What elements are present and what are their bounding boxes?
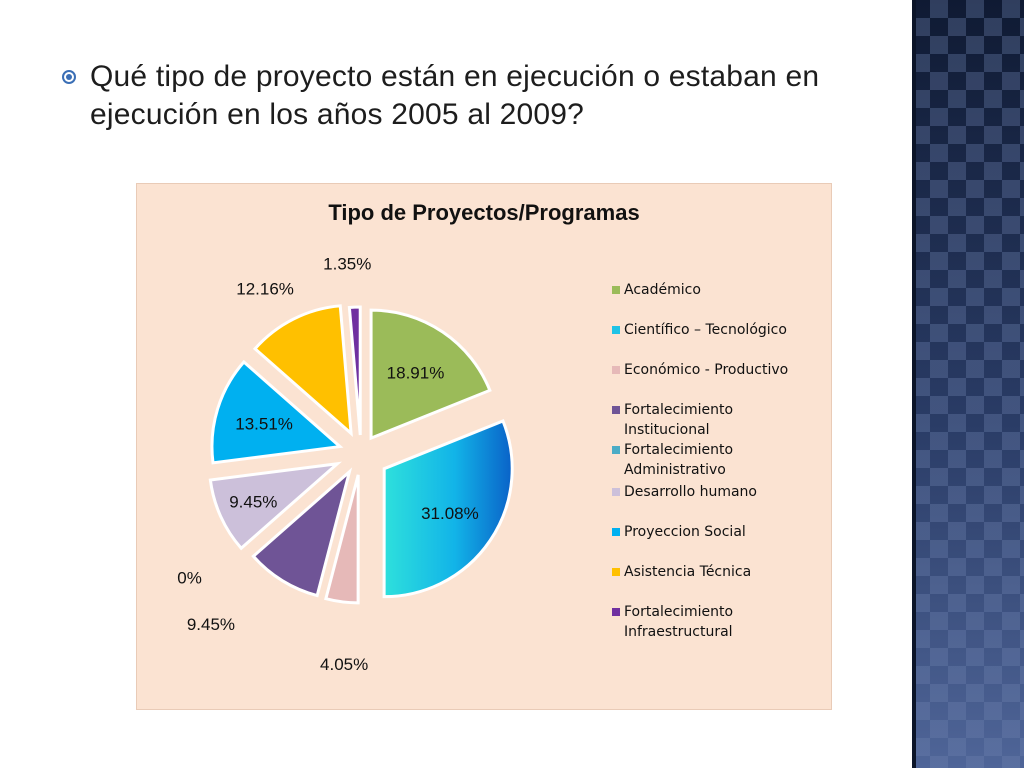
pie-data-label-8: 12.16% bbox=[236, 279, 294, 298]
legend-item-6: Desarrollo humano bbox=[612, 482, 814, 502]
pie-slice-8 bbox=[252, 304, 353, 437]
legend-label-1: Académico bbox=[624, 282, 701, 298]
legend-label-3: Económico - Productivo bbox=[624, 362, 789, 378]
pie-chart: 18.91% 31.08% 4.05% 9.45% 0% 9.45% 13.51% 12.16… bbox=[177, 254, 514, 674]
pie-slice-7 bbox=[210, 359, 344, 465]
legend-label-6: Desarrollo humano bbox=[624, 484, 757, 500]
pie-data-label-2: 31.08% bbox=[421, 504, 479, 523]
legend-label-7: Proyeccion Social bbox=[624, 524, 746, 540]
bullet-point: Qué tipo de proyecto están en ejecución … bbox=[62, 58, 842, 134]
pie-data-label-4: 9.45% bbox=[187, 615, 235, 634]
legend-swatch-5 bbox=[612, 446, 620, 454]
pie-slice-6 bbox=[208, 461, 342, 551]
pie-data-label-6: 9.45% bbox=[229, 493, 277, 512]
legend-swatch-4 bbox=[612, 406, 620, 414]
legend-swatch-9 bbox=[612, 608, 620, 616]
pie-slice-3 bbox=[324, 474, 360, 605]
legend-swatch-1 bbox=[612, 286, 620, 294]
pie-data-label-7: 13.51% bbox=[235, 414, 293, 433]
legend-swatch-3 bbox=[612, 366, 620, 374]
legend-label-4: Fortalecimiento Institucional bbox=[624, 402, 734, 438]
pie-data-label-9: 1.35% bbox=[323, 254, 371, 273]
pie-data-labels: 18.91% 31.08% 4.05% 9.45% 0% 9.45% 13.51% 12.16… bbox=[177, 254, 478, 674]
legend-item-3: Económico - Productivo bbox=[612, 360, 814, 380]
bullet-circle-icon bbox=[62, 70, 76, 84]
pie-slice-9 bbox=[347, 305, 362, 436]
pie-data-label-3: 4.05% bbox=[320, 655, 368, 674]
legend-item-8: Asistencia Técnica bbox=[612, 562, 814, 582]
legend-label-9: Fortalecimiento Infraestructural bbox=[624, 604, 734, 640]
decorative-side-panel bbox=[912, 0, 1024, 768]
legend-label-8: Asistencia Técnica bbox=[624, 564, 752, 580]
legend-swatch-6 bbox=[612, 488, 620, 496]
chart-title: Tipo de Proyectos/Programas bbox=[328, 200, 640, 225]
pie-slices bbox=[208, 304, 514, 605]
legend-item-4: Fortalecimiento Institucional bbox=[612, 400, 814, 440]
pie-data-label-1: 18.91% bbox=[387, 363, 445, 382]
legend-swatch-8 bbox=[612, 568, 620, 576]
pie-slice-2 bbox=[382, 418, 514, 599]
legend-label-5: Fortalecimiento Administrativo bbox=[624, 442, 734, 478]
pie-data-label-5: 0% bbox=[177, 568, 202, 587]
slide-question: Qué tipo de proyecto están en ejecución … bbox=[90, 60, 820, 131]
legend-item-5: Fortalecimiento Administrativo bbox=[612, 440, 814, 480]
legend-item-7: Proyeccion Social bbox=[612, 522, 814, 542]
legend-label-2: Científico – Tecnológico bbox=[624, 322, 787, 338]
legend-swatch-2 bbox=[612, 326, 620, 334]
legend-item-9: Fortalecimiento Infraestructural bbox=[612, 602, 814, 642]
legend-item-1: Académico bbox=[612, 280, 814, 300]
pie-slice-1 bbox=[369, 308, 492, 441]
pie-slice-4 bbox=[251, 467, 353, 598]
legend-swatch-7 bbox=[612, 528, 620, 536]
legend-item-2: Científico – Tecnológico bbox=[612, 320, 814, 340]
